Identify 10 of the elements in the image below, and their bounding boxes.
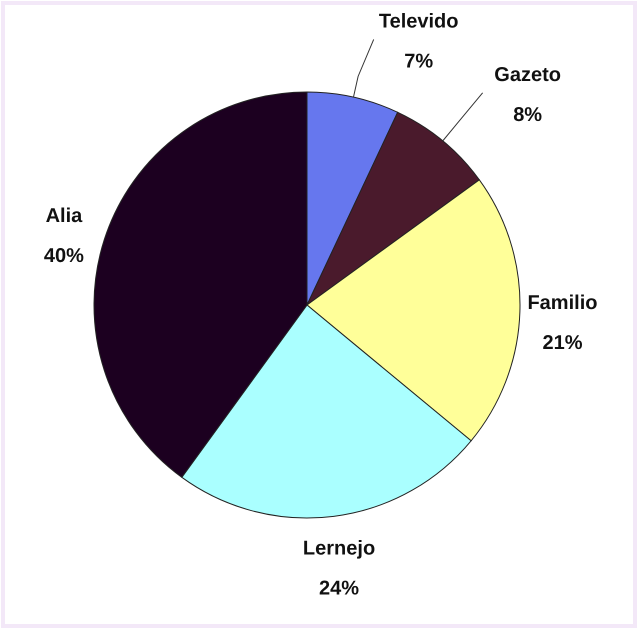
data-label: 40% <box>44 245 84 268</box>
slice-label: Alia <box>46 205 84 228</box>
data-label: 21% <box>542 332 583 354</box>
slice-label: Televido <box>378 10 459 32</box>
slice-label: Gazeto <box>494 64 561 86</box>
data-label: 8% <box>513 104 542 126</box>
slice-label: Lernejo <box>302 538 376 560</box>
data-label: 7% <box>404 50 434 72</box>
data-label: 24% <box>319 578 360 600</box>
slice-label: Familio <box>527 292 598 314</box>
